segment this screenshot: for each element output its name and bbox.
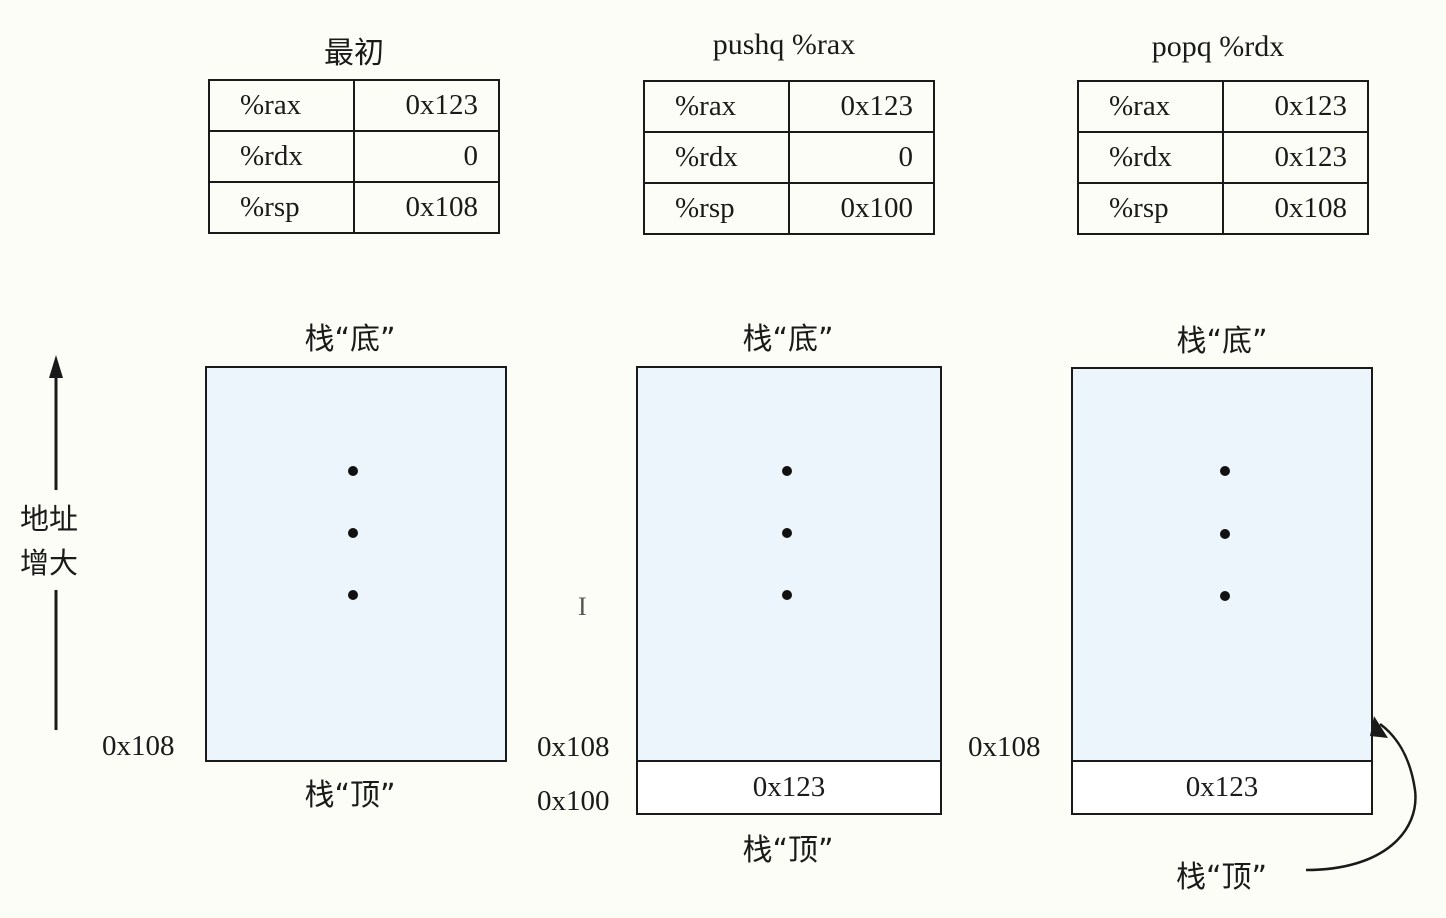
panel-3-stack-bottom-label: 栈“底”: [1176, 324, 1268, 359]
panel-1-stack-bottom-label: 栈“底”: [304, 322, 396, 357]
panel-1-stack: [205, 366, 507, 762]
table-row: %rsp 0x100: [643, 182, 935, 235]
register-value: 0x108: [1222, 182, 1369, 235]
ellipsis-dot: [1220, 529, 1230, 539]
register-value: 0x100: [788, 182, 935, 235]
register-name: %rsp: [643, 182, 790, 235]
ellipsis-dot: [1220, 466, 1230, 476]
panel-3-title: popq %rdx: [1151, 30, 1285, 63]
ellipsis-dot: [782, 528, 792, 538]
curved-arrow-icon: [1305, 716, 1417, 872]
register-name: %rax: [208, 79, 355, 132]
panel-2-stack: [636, 366, 942, 762]
axis-label-line1: 地址: [20, 502, 79, 536]
panel-2-stack-top-label: 栈“顶”: [742, 833, 834, 868]
table-row: %rdx 0: [643, 131, 935, 184]
ellipsis-dot: [1220, 591, 1230, 601]
table-row: %rax 0x123: [208, 79, 500, 132]
table-row: %rsp 0x108: [1077, 182, 1369, 235]
ellipsis-dot: [348, 466, 358, 476]
panel-3-address-0x108: 0x108: [968, 731, 1041, 763]
ellipsis-dot: [782, 590, 792, 600]
panel-2-register-table: %rax 0x123 %rdx 0 %rsp 0x100: [643, 80, 935, 235]
panel-2-address-0x100: 0x100: [537, 785, 610, 817]
register-value: 0x123: [1222, 80, 1369, 133]
register-name: %rax: [643, 80, 790, 133]
panel-3-popped-slot: 0x123: [1071, 760, 1373, 815]
panel-2-title: pushq %rax: [712, 28, 856, 61]
register-value: 0x123: [788, 80, 935, 133]
panel-3-register-table: %rax 0x123 %rdx 0x123 %rsp 0x108: [1077, 80, 1369, 235]
panel-1-stack-top-label: 栈“顶”: [304, 778, 396, 813]
axis-label-line2: 增大: [20, 546, 79, 580]
register-name: %rdx: [208, 130, 355, 183]
table-row: %rax 0x123: [1077, 80, 1369, 133]
table-row: %rax 0x123: [643, 80, 935, 133]
table-row: %rdx 0: [208, 130, 500, 183]
panel-2-stack-bottom-label: 栈“底”: [742, 322, 834, 357]
table-row: %rdx 0x123: [1077, 131, 1369, 184]
register-name: %rsp: [1077, 182, 1224, 235]
table-row: %rsp 0x108: [208, 181, 500, 234]
panel-1-address-0x108: 0x108: [102, 730, 175, 762]
ellipsis-dot: [782, 466, 792, 476]
register-name: %rsp: [208, 181, 355, 234]
panel-2-pushed-slot: 0x123: [636, 760, 942, 815]
ellipsis-dot: [348, 528, 358, 538]
register-value: 0x123: [353, 79, 500, 132]
panel-1-title: 最初: [324, 36, 384, 71]
register-value: 0x123: [1222, 131, 1369, 184]
panel-3-stack: [1071, 367, 1373, 762]
panel-1-register-table: %rax 0x123 %rdx 0 %rsp 0x108: [208, 79, 500, 234]
register-value: 0x108: [353, 181, 500, 234]
text-cursor-icon: I: [578, 592, 587, 621]
register-name: %rdx: [643, 131, 790, 184]
register-value: 0: [788, 131, 935, 184]
panel-3-stack-top-label: 栈“顶”: [1176, 860, 1268, 895]
panel-2-address-0x108: 0x108: [537, 731, 610, 763]
register-value: 0: [353, 130, 500, 183]
ellipsis-dot: [348, 590, 358, 600]
register-name: %rdx: [1077, 131, 1224, 184]
register-name: %rax: [1077, 80, 1224, 133]
address-arrow: [49, 355, 63, 730]
